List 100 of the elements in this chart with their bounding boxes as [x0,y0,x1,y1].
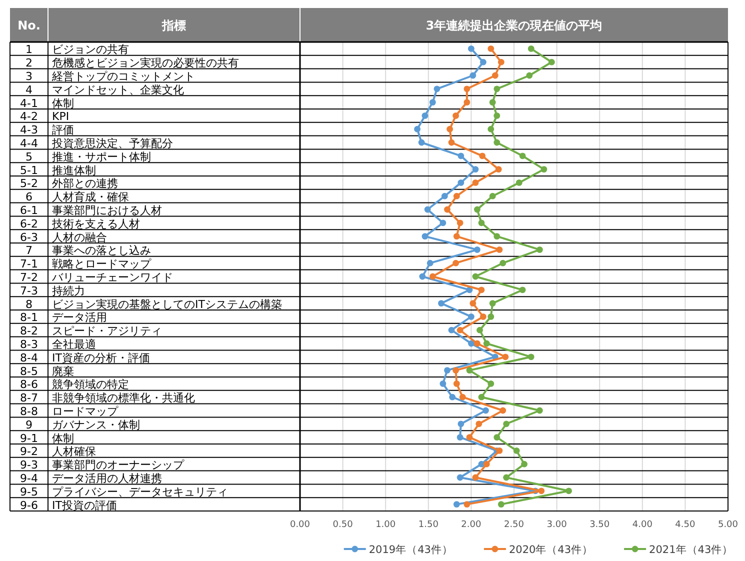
y-tick-label: 廃棄 [52,364,74,378]
y-tick-label: ビジョン実現の基盤としてのITシステムの構築 [52,298,282,311]
point [516,180,522,186]
y2-tick-label: 3 [26,70,32,83]
point [494,434,500,440]
point [452,260,459,266]
point [478,394,485,400]
point [498,58,504,66]
point [456,220,464,226]
y-tick-label: 体制 [52,96,74,110]
point [480,58,486,66]
point [448,139,455,146]
y-tick-label: 人材育成・確保 [52,190,129,204]
point [519,152,526,160]
x-tick-label: 5.00 [718,520,738,530]
point [458,180,464,186]
point [494,86,500,92]
legend-label: 2019年（43件） [368,544,453,556]
y2-tick-label: 8-1 [20,311,38,324]
point [566,488,572,494]
point [444,206,450,213]
point [478,220,485,226]
point [476,420,482,428]
y2-tick-label: 7-1 [20,258,38,271]
x-tick-label: 3.00 [546,520,568,530]
y2-tick-label: 4-3 [20,124,38,137]
point [474,246,480,253]
y2-tick-label: 6-3 [20,230,38,244]
point [441,192,448,200]
point [483,340,490,347]
point [453,501,460,508]
point [494,233,500,240]
y-tick-label: 戦略とロードマップ [52,258,152,271]
point [470,300,476,306]
y2-tick-label: 9 [26,418,32,432]
y2-tick-label: 8-7 [20,392,38,405]
y2-tick-label: 8-3 [20,338,38,351]
point [472,273,479,280]
y-tick-label: 持続力 [52,284,85,298]
point [453,233,460,240]
point [489,300,496,306]
y2-tick-label: 7 [26,244,32,258]
point [480,314,486,320]
point [419,273,426,280]
point [495,166,502,172]
point [456,326,464,334]
x-tick-label: 4.50 [675,520,696,530]
point [521,460,528,468]
point [494,112,500,119]
y-tick-label: 技術を支える人材 [51,217,140,230]
y2-tick-label: 6-1 [20,204,38,217]
point [503,474,510,481]
point [513,448,520,454]
y2-tick-label: 9-6 [20,498,38,512]
point [496,448,503,454]
point [500,407,506,414]
text: No. [18,18,40,32]
point [456,474,464,481]
y-tick-label: マインドセット、企業文化 [52,83,184,96]
point [519,286,526,294]
y-tick-label: 全社最適 [52,338,96,351]
y2-tick-label: 8-8 [20,405,38,418]
point [476,326,483,334]
point [474,340,480,347]
point [452,112,459,119]
point [488,46,494,52]
y2-tick-label: 4-4 [20,137,38,150]
point [474,206,480,213]
legend-label: 2020年（43件） [508,544,594,556]
point [464,501,470,508]
y-tick-label: 体制 [52,432,74,445]
y2-tick-label: 9-2 [20,445,38,458]
y-tick-label: 経営トップのコミットメント [51,70,195,83]
y2-tick-label: 7-2 [20,271,38,284]
x-tick-label: 3.50 [590,520,610,530]
y-tick-label: データ活用の人材連携 [52,472,162,485]
y-tick-label: ビジョンの共有 [52,43,129,56]
y2-tick-label: 9-1 [20,432,38,445]
point [414,126,420,132]
point [426,260,434,266]
point [483,460,490,468]
point [536,246,543,253]
y2-tick-label: 8-5 [20,364,38,378]
point [418,139,425,146]
y-tick-label: IT投資の評価 [52,498,117,512]
y2-tick-label: 6 [26,190,32,204]
point [438,300,444,306]
y-tick-label: 推進体制 [52,164,96,177]
point [496,246,503,253]
y2-tick-label: 5-2 [20,177,38,190]
point [448,326,455,334]
y-tick-label: スピード・アジリティ [52,324,162,338]
point [422,233,428,240]
y-tick-label: 非競争領域の標準化・共通化 [52,392,195,405]
y-tick-label: 外部との連携 [52,177,118,190]
y-tick-label: プライバシー、データセキュリティ [52,485,228,498]
y2-tick-label: 9-3 [20,458,38,472]
y-tick-label: IT資産の分析・評価 [52,351,150,364]
point [488,314,494,320]
point [458,152,464,160]
